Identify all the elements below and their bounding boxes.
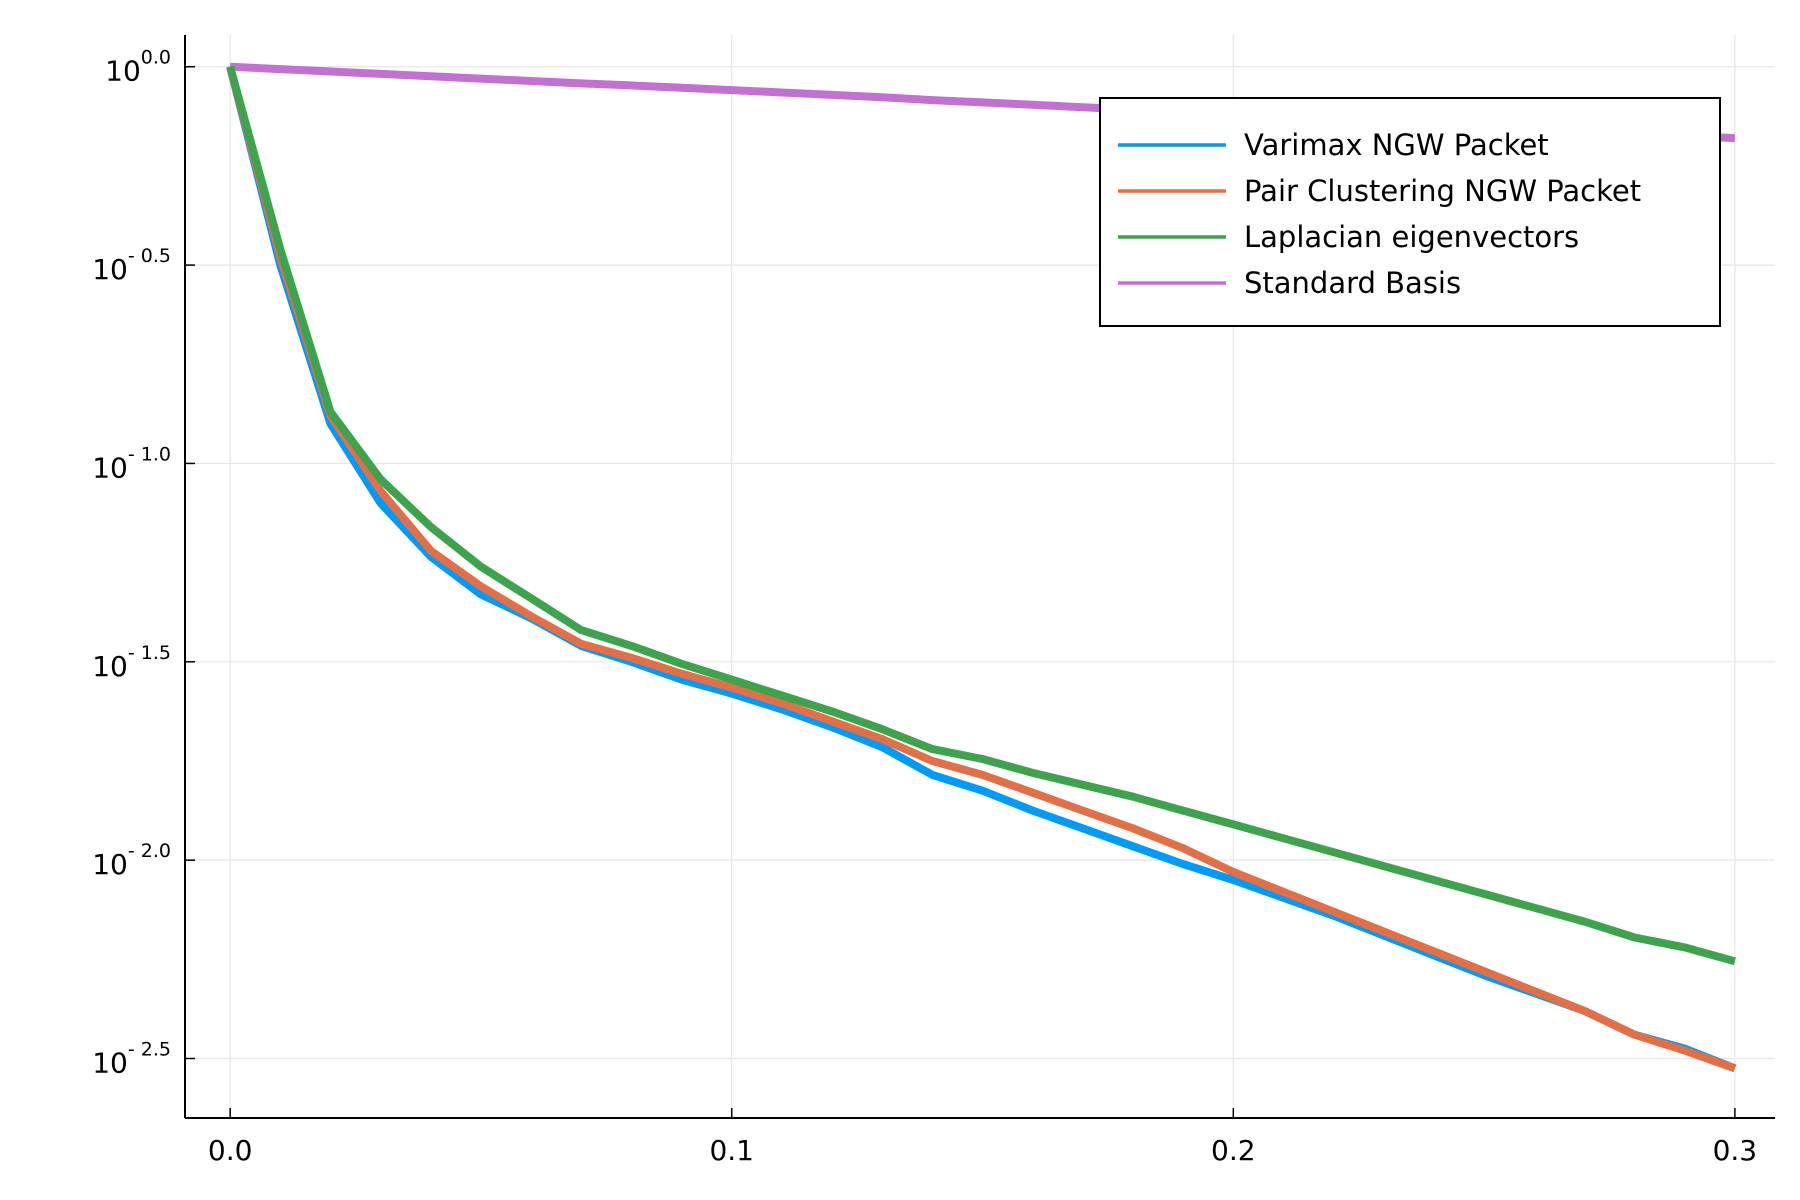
legend: Varimax NGW Packet Pair Clustering NGW Pa… [1099,97,1721,327]
legend-label: Laplacian eigenvectors [1244,220,1579,254]
x-tick-label: 0.2 [1211,1134,1256,1167]
legend-label: Standard Basis [1244,266,1461,300]
tick-labels: 0.0 0.1 0.2 0.3 100.0 10- 0.5 10- 1.0 10- 1.5 10… [92,47,1757,1167]
y-tick-label: 10- 2.0 [92,840,171,881]
legend-label: Pair Clustering NGW Packet [1244,174,1641,208]
axes [184,35,1775,1119]
x-tick-label: 0.3 [1713,1134,1758,1167]
legend-label: Varimax NGW Packet [1244,128,1549,162]
legend-box [1099,97,1721,327]
series-line-pair-clustering-ngw-packet [226,65,1737,1073]
y-tick-label: 10- 0.5 [92,245,171,286]
x-tick-label: 0.1 [709,1134,754,1167]
y-tick-label: 10- 1.5 [92,642,171,683]
y-tick-label: 100.0 [105,47,171,88]
x-tick-label: 0.0 [208,1134,253,1167]
series-line-laplacian-eigenvectors [226,65,1736,966]
y-tick-label: 10- 1.0 [92,443,171,484]
y-tick-label: 10- 2.5 [92,1038,171,1079]
